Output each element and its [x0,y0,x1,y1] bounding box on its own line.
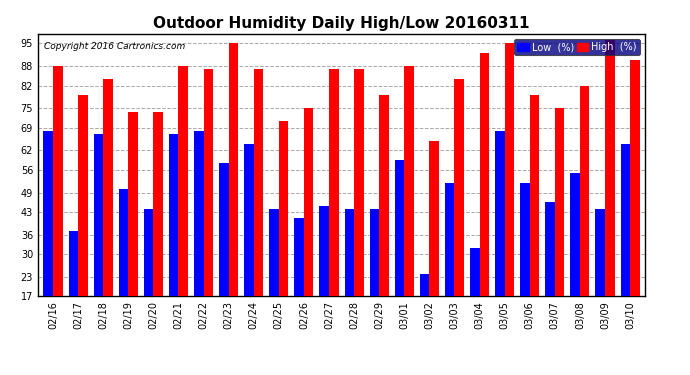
Bar [504,44,514,296]
Bar [530,95,540,296]
Bar [630,60,640,296]
Bar [244,144,254,296]
Bar [128,111,138,296]
Bar [53,66,63,296]
Bar [380,95,388,296]
Bar [605,40,615,296]
Bar [580,86,589,296]
Bar [94,134,104,296]
Bar [279,121,288,296]
Bar [204,69,213,296]
Bar [395,160,404,296]
Bar [319,206,329,296]
Bar [495,131,504,296]
Bar [595,209,605,296]
Bar [344,209,354,296]
Bar [420,274,429,296]
Bar [620,144,630,296]
Bar [254,69,264,296]
Bar [144,209,153,296]
Bar [228,44,238,296]
Text: Copyright 2016 Cartronics.com: Copyright 2016 Cartronics.com [44,42,186,51]
Bar [169,134,179,296]
Bar [480,53,489,296]
Bar [269,209,279,296]
Bar [68,231,78,296]
Bar [445,183,455,296]
Bar [455,79,464,296]
Bar [520,183,530,296]
Bar [179,66,188,296]
Bar [219,164,228,296]
Bar [329,69,339,296]
Bar [470,248,480,296]
Legend: Low  (%), High  (%): Low (%), High (%) [513,39,640,56]
Bar [119,189,128,296]
Bar [194,131,204,296]
Title: Outdoor Humidity Daily High/Low 20160311: Outdoor Humidity Daily High/Low 20160311 [153,16,530,31]
Bar [429,141,439,296]
Bar [545,202,555,296]
Bar [43,131,53,296]
Bar [104,79,112,296]
Bar [354,69,364,296]
Bar [304,108,313,296]
Bar [404,66,414,296]
Bar [370,209,380,296]
Bar [153,111,163,296]
Bar [555,108,564,296]
Bar [78,95,88,296]
Bar [295,219,304,296]
Bar [571,173,580,296]
